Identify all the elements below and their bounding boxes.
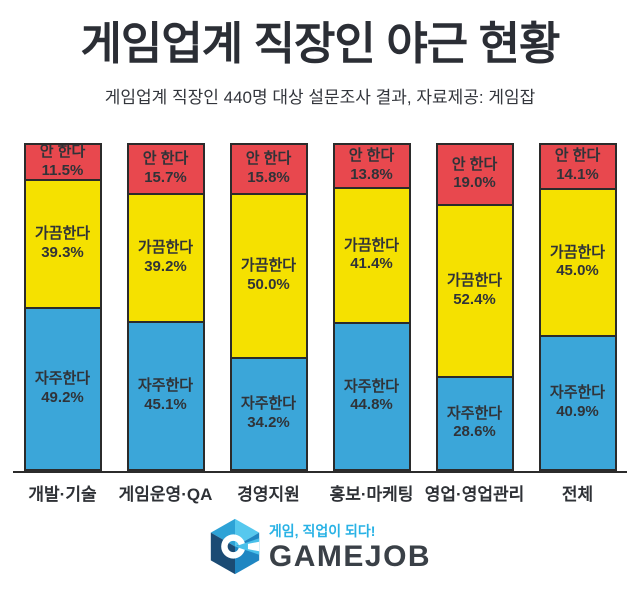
- segment-label: 가끔한다: [34, 225, 91, 243]
- segment-label: 자주한다: [137, 377, 194, 395]
- segment-value: 41.4%: [350, 255, 393, 273]
- segment-value: 45.0%: [556, 262, 599, 280]
- segment-label: 자주한다: [34, 370, 91, 388]
- segment-value: 45.1%: [144, 395, 187, 413]
- category-labels-row: 개발·기술 게임운영·QA 경영지원 홍보·마케팅 영업·영업관리 전체: [0, 480, 640, 505]
- bar-segment: 가끔한다 50.0%: [229, 193, 308, 360]
- bar-segment: 자주한다 45.1%: [126, 321, 205, 471]
- bar-segment: 안 한다 11.5%: [23, 142, 102, 181]
- category-label: 개발·기술: [24, 480, 102, 505]
- bar-segment: 자주한다 28.6%: [435, 375, 514, 471]
- category-label-text: 영업·영업관리: [424, 484, 525, 504]
- segment-value: 15.8%: [247, 168, 290, 186]
- segment-label: 가끔한다: [240, 257, 297, 275]
- segment-label: 자주한다: [446, 404, 503, 422]
- stacked-bar: 안 한다 11.5% 가끔한다 39.3% 자주한다 49.2%: [23, 142, 102, 471]
- segment-value: 39.3%: [41, 244, 84, 262]
- stacked-bar: 안 한다 19.0% 가끔한다 52.4% 자주한다 28.6%: [435, 142, 514, 471]
- category-label-text: 경영지원: [237, 484, 300, 504]
- bar-segment: 안 한다 15.8%: [229, 142, 308, 196]
- bar-segment: 가끔한다 39.2%: [126, 192, 205, 324]
- stacked-bar: 안 한다 13.8% 가끔한다 41.4% 자주한다 44.8%: [332, 142, 411, 471]
- segment-label: 가끔한다: [549, 243, 606, 261]
- segment-label: 안 한다: [142, 150, 189, 168]
- segment-label: 자주한다: [549, 384, 606, 402]
- bar-segment: 안 한다 14.1%: [538, 142, 617, 190]
- x-axis-line: [13, 470, 627, 473]
- stacked-bar-chart: 안 한다 11.5% 가끔한다 39.3% 자주한다 49.2% 안 한다 15.7% 가끔한다…: [0, 139, 640, 505]
- segment-value: 44.8%: [350, 396, 393, 414]
- segment-value: 15.7%: [144, 168, 187, 186]
- segment-label: 안 한다: [554, 147, 601, 165]
- stacked-bar: 안 한다 14.1% 가끔한다 45.0% 자주한다 40.9%: [538, 142, 617, 471]
- page-title: 게임업계 직장인 야근 현황: [80, 18, 561, 69]
- segment-value: 40.9%: [556, 402, 599, 420]
- segment-value: 39.2%: [144, 257, 187, 275]
- segment-value: 19.0%: [453, 174, 496, 192]
- segment-value: 50.0%: [247, 276, 290, 294]
- segment-label: 가끔한다: [446, 272, 503, 290]
- bar-segment: 안 한다 19.0%: [435, 142, 514, 206]
- segment-value: 11.5%: [41, 161, 84, 179]
- category-label-text: 전체: [561, 484, 594, 504]
- gamejob-logo: 게임, 직업이 되다! GAMEJOB: [0, 518, 640, 575]
- segment-value: 28.6%: [453, 423, 496, 441]
- segment-label: 자주한다: [240, 395, 297, 413]
- bar-segment: 가끔한다 52.4%: [435, 203, 514, 378]
- segment-value: 49.2%: [41, 389, 84, 407]
- category-label-text: 개발·기술: [28, 484, 97, 504]
- segment-label: 가끔한다: [343, 236, 400, 254]
- bar-segment: 안 한다 15.7%: [126, 142, 205, 195]
- segment-value: 14.1%: [556, 166, 599, 184]
- bar-segment: 안 한다 13.8%: [332, 142, 411, 189]
- bar-segment: 자주한다 34.2%: [229, 357, 308, 471]
- category-label-text: 홍보·마케팅: [329, 484, 414, 504]
- gamejob-logo-text: 게임, 직업이 되다! GAMEJOB: [269, 521, 431, 572]
- category-label: 경영지원: [230, 480, 308, 505]
- stacked-bar: 안 한다 15.8% 가끔한다 50.0% 자주한다 34.2%: [229, 142, 308, 471]
- bar-segment: 자주한다 44.8%: [332, 322, 411, 471]
- gamejob-logo-icon: [210, 518, 260, 574]
- stacked-bar: 안 한다 15.7% 가끔한다 39.2% 자주한다 45.1%: [126, 142, 205, 471]
- segment-value: 52.4%: [453, 290, 496, 308]
- category-label: 영업·영업관리: [425, 480, 525, 505]
- bars-row: 안 한다 11.5% 가끔한다 39.3% 자주한다 49.2% 안 한다 15.7% 가끔한다…: [0, 139, 640, 471]
- logo-tagline: 게임, 직업이 되다!: [268, 522, 376, 539]
- page-subtitle: 게임업계 직장인 440명 대상 설문조사 결과, 자료제공: 게임잡: [104, 87, 536, 107]
- segment-label: 가끔한다: [137, 239, 194, 257]
- segment-label: 안 한다: [451, 155, 498, 173]
- category-label-text: 게임운영·QA: [118, 484, 213, 504]
- category-label: 전체: [539, 480, 617, 505]
- bar-segment: 자주한다 49.2%: [23, 307, 102, 471]
- segment-value: 34.2%: [247, 413, 290, 431]
- segment-label: 자주한다: [343, 377, 400, 395]
- segment-label: 안 한다: [245, 150, 292, 168]
- segment-label: 안 한다: [348, 146, 395, 164]
- segment-value: 13.8%: [350, 165, 393, 183]
- bar-segment: 가끔한다 39.3%: [23, 178, 102, 310]
- segment-label: 안 한다: [39, 143, 86, 161]
- bar-segment: 가끔한다 45.0%: [538, 187, 617, 337]
- bar-segment: 가끔한다 41.4%: [332, 186, 411, 325]
- category-label: 게임운영·QA: [119, 480, 213, 505]
- bar-segment: 자주한다 40.9%: [538, 334, 617, 471]
- category-label: 홍보·마케팅: [329, 480, 414, 505]
- logo-wordmark: GAMEJOB: [268, 539, 432, 573]
